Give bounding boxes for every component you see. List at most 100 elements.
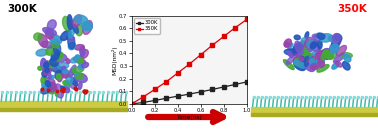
Ellipse shape bbox=[38, 67, 42, 70]
Ellipse shape bbox=[41, 41, 53, 48]
Ellipse shape bbox=[57, 75, 62, 82]
Ellipse shape bbox=[299, 57, 304, 61]
Ellipse shape bbox=[45, 29, 54, 39]
Ellipse shape bbox=[66, 74, 73, 84]
Ellipse shape bbox=[284, 60, 294, 70]
Ellipse shape bbox=[34, 33, 42, 41]
Text: 300K: 300K bbox=[8, 4, 37, 14]
Ellipse shape bbox=[48, 58, 57, 68]
Ellipse shape bbox=[310, 42, 317, 49]
Ellipse shape bbox=[55, 70, 63, 80]
Ellipse shape bbox=[68, 35, 75, 49]
350K bbox=[164, 81, 168, 83]
Ellipse shape bbox=[57, 63, 69, 69]
350K bbox=[187, 63, 191, 65]
Ellipse shape bbox=[294, 59, 303, 66]
Ellipse shape bbox=[284, 42, 288, 47]
300K bbox=[152, 100, 157, 101]
Ellipse shape bbox=[66, 58, 70, 63]
Ellipse shape bbox=[75, 74, 84, 79]
Ellipse shape bbox=[332, 62, 339, 69]
Ellipse shape bbox=[310, 59, 321, 67]
Ellipse shape bbox=[45, 68, 50, 72]
Ellipse shape bbox=[63, 87, 70, 93]
300K bbox=[198, 91, 203, 93]
Bar bbox=[251, 107, 378, 114]
Ellipse shape bbox=[48, 86, 56, 94]
Ellipse shape bbox=[310, 66, 318, 70]
Ellipse shape bbox=[301, 56, 305, 62]
Ellipse shape bbox=[301, 38, 311, 46]
Ellipse shape bbox=[284, 39, 291, 47]
350K bbox=[222, 36, 226, 37]
300K bbox=[222, 86, 226, 88]
Ellipse shape bbox=[75, 15, 88, 24]
Ellipse shape bbox=[310, 42, 320, 51]
Ellipse shape bbox=[288, 44, 293, 48]
Ellipse shape bbox=[294, 61, 305, 70]
Ellipse shape bbox=[288, 51, 293, 58]
Ellipse shape bbox=[304, 53, 311, 60]
Ellipse shape bbox=[288, 48, 299, 56]
Ellipse shape bbox=[342, 62, 350, 70]
Ellipse shape bbox=[293, 43, 303, 53]
Ellipse shape bbox=[61, 66, 66, 70]
Ellipse shape bbox=[293, 55, 303, 63]
Ellipse shape bbox=[302, 52, 312, 61]
Ellipse shape bbox=[70, 80, 77, 89]
Ellipse shape bbox=[316, 57, 324, 65]
Ellipse shape bbox=[318, 60, 324, 67]
Ellipse shape bbox=[304, 61, 315, 72]
Ellipse shape bbox=[41, 58, 46, 71]
Ellipse shape bbox=[332, 34, 340, 43]
Ellipse shape bbox=[75, 55, 79, 59]
Ellipse shape bbox=[312, 34, 320, 41]
Ellipse shape bbox=[335, 61, 342, 67]
Ellipse shape bbox=[324, 50, 333, 59]
Ellipse shape bbox=[318, 40, 322, 49]
Ellipse shape bbox=[311, 63, 316, 69]
Ellipse shape bbox=[294, 48, 302, 58]
Ellipse shape bbox=[308, 48, 313, 52]
300K bbox=[129, 103, 134, 105]
Ellipse shape bbox=[286, 42, 291, 47]
Ellipse shape bbox=[310, 58, 314, 64]
Ellipse shape bbox=[61, 86, 64, 89]
Ellipse shape bbox=[301, 41, 307, 45]
Ellipse shape bbox=[53, 54, 67, 62]
350K bbox=[129, 103, 134, 105]
Ellipse shape bbox=[44, 78, 55, 83]
Bar bbox=[0, 101, 127, 109]
Ellipse shape bbox=[62, 16, 71, 31]
Ellipse shape bbox=[341, 53, 352, 58]
Ellipse shape bbox=[82, 22, 92, 31]
Ellipse shape bbox=[320, 34, 333, 42]
300K bbox=[233, 84, 237, 85]
Ellipse shape bbox=[295, 41, 304, 54]
Ellipse shape bbox=[74, 73, 87, 82]
Ellipse shape bbox=[57, 74, 61, 80]
Ellipse shape bbox=[83, 21, 92, 34]
Ellipse shape bbox=[61, 70, 69, 78]
Ellipse shape bbox=[41, 83, 53, 94]
Ellipse shape bbox=[76, 24, 83, 36]
Ellipse shape bbox=[56, 52, 63, 61]
Ellipse shape bbox=[304, 52, 311, 55]
Ellipse shape bbox=[55, 90, 58, 96]
Ellipse shape bbox=[50, 57, 59, 66]
Ellipse shape bbox=[73, 24, 78, 33]
Ellipse shape bbox=[51, 39, 60, 48]
Ellipse shape bbox=[297, 54, 302, 66]
Ellipse shape bbox=[321, 50, 328, 60]
Ellipse shape bbox=[328, 36, 338, 42]
Line: 300K: 300K bbox=[130, 80, 248, 106]
Ellipse shape bbox=[70, 56, 84, 63]
Ellipse shape bbox=[284, 49, 297, 55]
Ellipse shape bbox=[73, 15, 81, 27]
Text: 350K: 350K bbox=[338, 4, 367, 14]
Ellipse shape bbox=[336, 46, 347, 56]
Ellipse shape bbox=[68, 27, 75, 38]
Ellipse shape bbox=[62, 69, 68, 74]
Ellipse shape bbox=[82, 62, 88, 68]
Ellipse shape bbox=[295, 61, 305, 68]
